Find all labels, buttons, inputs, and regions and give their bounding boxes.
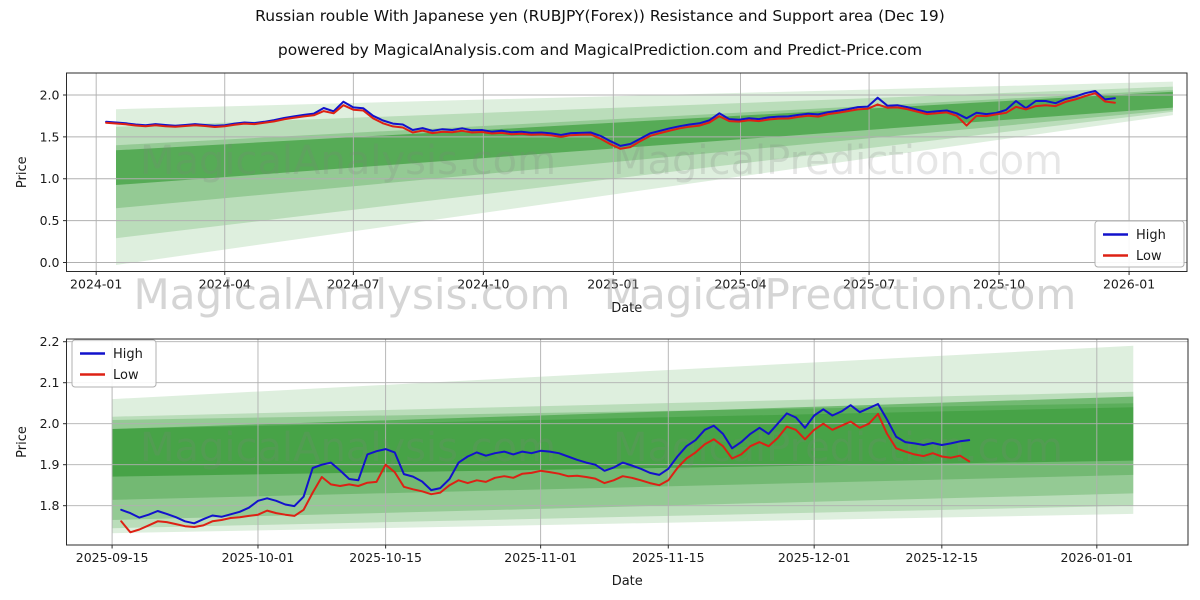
y-tick-label: 1.5	[40, 129, 60, 144]
plot-area	[66, 73, 1187, 272]
band	[116, 86, 1173, 239]
legend: High Low	[71, 339, 157, 388]
x-tick-label: 2025-11-15	[632, 550, 705, 565]
x-tick-label: 2024-10	[457, 277, 509, 292]
tick-labels: 2025-09-15 2025-10-01 2025-10-15 2025-11-01…	[40, 334, 1134, 565]
band	[116, 81, 1173, 265]
series-high-line	[105, 90, 1116, 147]
x-tick-label: 2025-12-01	[778, 550, 851, 565]
band	[112, 403, 1134, 520]
x-tick-label: 2024-01	[70, 277, 122, 292]
watermark: MagicalPrediction.com	[613, 425, 1063, 471]
x-tick-label: 2026-01-01	[1060, 550, 1133, 565]
y-tick-label: 1.0	[40, 171, 60, 186]
support-resistance-bands	[112, 345, 1134, 534]
y-axis-label: Price	[15, 156, 30, 188]
x-tick-label: 2025-11-01	[504, 550, 577, 565]
y-axis-label: Price	[15, 426, 30, 458]
band	[112, 407, 1134, 500]
x-axis-label: Date	[611, 301, 642, 316]
figure-subtitle: powered by MagicalAnalysis.com and Magic…	[277, 41, 923, 59]
tick-labels: 2024-01 2024-04 2024-07 2024-10 2025-01 2025-…	[40, 87, 1156, 291]
x-axis-label: Date	[612, 574, 643, 589]
x-tick-label: 2025-10-01	[222, 550, 295, 565]
x-tick-label: 2025-09-15	[76, 550, 149, 565]
watermark: MagicalAnalysis.com	[134, 270, 571, 319]
x-tick-label: 2025-12-15	[905, 550, 978, 565]
band	[112, 391, 1134, 529]
x-tick-label: 2026-01	[1103, 277, 1155, 292]
y-tick-label: 2.2	[40, 334, 60, 349]
y-tick-label: 1.9	[40, 457, 60, 472]
y-tick-label: 0.0	[40, 255, 60, 270]
series-low-line	[120, 412, 971, 534]
chart-full-history: MagicalAnalysis.com MagicalPrediction.com…	[15, 72, 1188, 316]
x-tick-label: 2025-10-15	[349, 550, 422, 565]
figure-title: Russian rouble With Japanese yen (RUBJPY…	[255, 7, 945, 25]
y-tick-label: 1.8	[40, 498, 60, 513]
grid	[66, 73, 1187, 272]
watermark: MagicalAnalysis.com	[140, 425, 556, 471]
chart-recent-zoom: MagicalAnalysis.com MagicalPrediction.com…	[15, 334, 1189, 589]
series-high-line	[120, 403, 971, 525]
axes-frame	[66, 338, 1189, 546]
x-tick-label: 2025-07	[843, 277, 895, 292]
watermark: MagicalAnalysis.com	[140, 138, 556, 184]
x-tick-label: 2024-07	[327, 277, 379, 292]
x-tick-label: 2025-10	[973, 277, 1025, 292]
legend-label: Low	[1136, 249, 1162, 264]
legend-label: High	[113, 347, 143, 362]
y-tick-label: 2.0	[40, 87, 60, 102]
y-tick-label: 2.1	[40, 375, 60, 390]
y-tick-label: 0.5	[40, 213, 60, 228]
watermark: MagicalPrediction.com	[604, 270, 1077, 319]
x-tick-label: 2025-04	[714, 277, 766, 292]
y-tick-label: 2.0	[40, 416, 60, 431]
plot-area	[66, 339, 1188, 545]
x-tick-label: 2024-04	[199, 277, 251, 292]
series-low-line	[105, 92, 1116, 150]
band	[112, 345, 1134, 534]
legend: High Low	[1094, 220, 1185, 268]
legend-label: Low	[113, 368, 139, 383]
x-tick-label: 2025-01	[587, 277, 639, 292]
grid	[66, 339, 1188, 545]
watermark: MagicalPrediction.com	[613, 138, 1063, 184]
legend-label: High	[1136, 228, 1166, 243]
axes-frame	[66, 72, 1188, 272]
